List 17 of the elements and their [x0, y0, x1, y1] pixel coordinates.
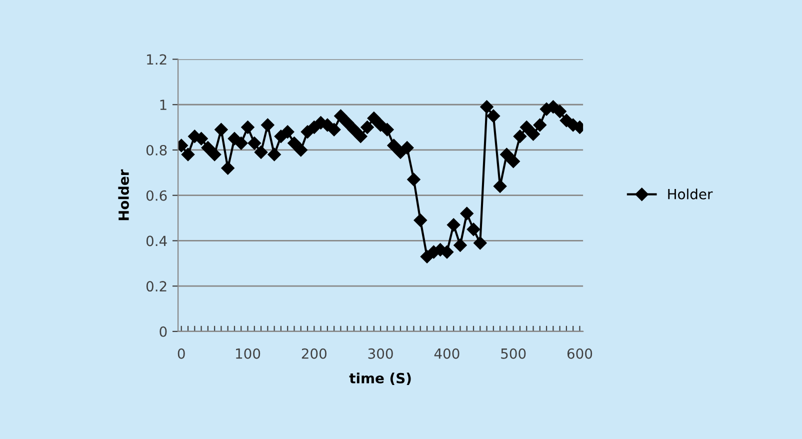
- legend-label: Holder: [668, 188, 713, 200]
- x-tick-label: 200: [302, 348, 326, 359]
- x-tick-label: 500: [501, 348, 526, 359]
- y-tick-label: 0.4: [146, 236, 167, 246]
- x-tick-label: 300: [368, 348, 393, 359]
- x-tick-label: 0: [178, 348, 185, 359]
- y-tick-label: 0: [160, 326, 167, 337]
- y-tick-label: 0.6: [146, 190, 167, 201]
- y-tick-label: 0.8: [146, 144, 167, 156]
- x-tick-label: 400: [434, 348, 460, 359]
- y-axis-title: Holder: [118, 169, 129, 220]
- y-tick-label: 0.2: [146, 281, 166, 292]
- x-tick-label: 100: [236, 348, 260, 359]
- y-tick-label: 1: [160, 100, 166, 110]
- x-axis-title: time (S): [349, 372, 411, 386]
- y-tick-label: 1.2: [147, 54, 166, 65]
- x-tick-label: 600: [567, 348, 592, 359]
